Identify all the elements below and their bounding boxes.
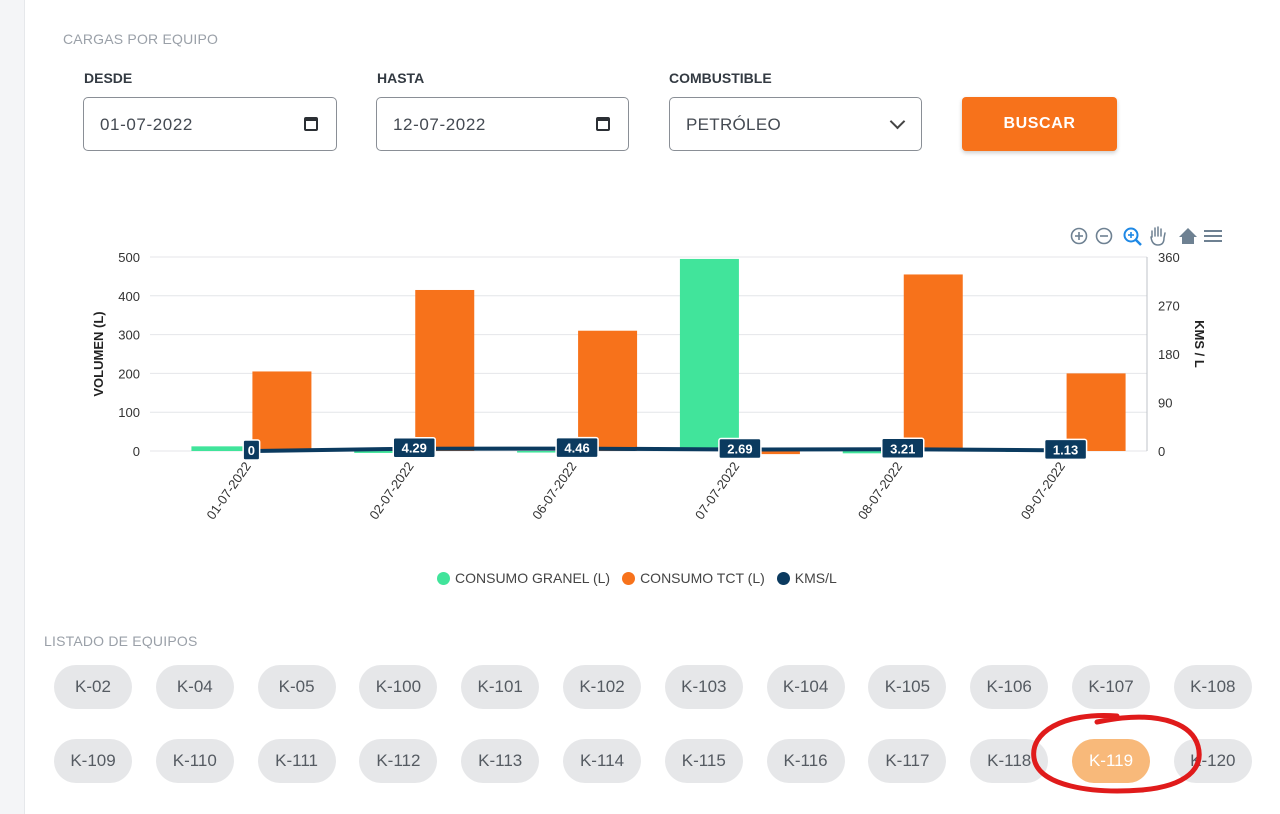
consumption-chart: 0 100 200 300 400 500 0 90 180 270 360 VOLUMEN (L) K… [91, 226, 1222, 522]
legend-item-tct[interactable]: CONSUMO TCT (L) [622, 570, 765, 586]
equipo-chip-k-115[interactable]: K-115 [664, 739, 743, 783]
x-tick-label: 06-07-2022 [529, 459, 579, 522]
zoom-in-icon[interactable] [1070, 227, 1088, 245]
equipo-chip-k-101[interactable]: K-101 [461, 665, 540, 709]
zoom-out-icon[interactable] [1095, 227, 1113, 245]
legend-item-granel[interactable]: CONSUMO GRANEL (L) [437, 570, 610, 586]
x-tick-label: 09-07-2022 [1018, 459, 1068, 522]
y2-tick-label: 360 [1158, 250, 1180, 265]
legend-item-kms[interactable]: KMS/L [776, 570, 837, 586]
data-label-box-kms [555, 436, 599, 459]
equipo-chip-k-108[interactable]: K-108 [1173, 665, 1252, 709]
equipo-chip-k-109[interactable]: K-109 [54, 739, 132, 783]
selection-zoom-icon[interactable] [1123, 227, 1142, 246]
combustible-select[interactable]: PETRÓLEO [669, 97, 922, 151]
legend-label-granel: CONSUMO GRANEL (L) [455, 570, 611, 586]
y2-axis-title: KMS / L [1192, 320, 1207, 368]
equipo-chip-k-119[interactable]: K-119 [1072, 739, 1150, 783]
equipo-chip-k-117[interactable]: K-117 [868, 739, 947, 783]
desde-date-input[interactable]: 01-07-2022 [83, 97, 337, 151]
y2-tick-label: 270 [1158, 299, 1180, 314]
data-label-kms: 0 [248, 443, 255, 458]
section-title-cargas: CARGAS POR EQUIPO [63, 31, 219, 47]
data-label-box-kms [1043, 438, 1088, 461]
data-label-box-kms [718, 437, 762, 460]
y-axis-title: VOLUMEN (L) [91, 311, 106, 396]
equipo-chip-k-116[interactable]: K-116 [766, 739, 845, 783]
equipo-chip-k-102[interactable]: K-102 [563, 665, 641, 709]
equipo-chip-k-112[interactable]: K-112 [359, 739, 438, 783]
equipo-chip-k-113[interactable]: K-113 [461, 739, 540, 783]
combustible-label: COMBUSTIBLE [669, 70, 772, 86]
y-tick-label: 400 [118, 289, 140, 304]
hasta-value: 12-07-2022 [393, 115, 486, 134]
bar-granel-4[interactable] [842, 451, 902, 454]
bar-granel-1[interactable] [354, 451, 414, 453]
data-label-kms: 4.29 [402, 441, 427, 456]
reset-home-icon[interactable] [1179, 228, 1197, 244]
data-label-kms: 1.13 [1053, 442, 1078, 457]
bar-granel-3[interactable] [679, 258, 739, 451]
y2-tick-label: 0 [1158, 444, 1165, 459]
data-label-box-kms [881, 437, 925, 460]
equipo-chip-k-114[interactable]: K-114 [563, 739, 641, 783]
menu-icon[interactable] [1204, 230, 1222, 242]
legend-dot-kms [776, 571, 790, 585]
equipo-chip-k-100[interactable]: K-100 [359, 665, 438, 709]
equipo-chip-k-104[interactable]: K-104 [766, 665, 845, 709]
bar-tct-3[interactable] [740, 451, 800, 455]
data-label-kms: 2.69 [727, 442, 752, 457]
equipo-chip-k-04[interactable]: K-04 [155, 665, 234, 709]
y-tick-label: 200 [118, 366, 140, 381]
red-circle-annotation [1031, 713, 1202, 794]
combustible-value: PETRÓLEO [686, 115, 781, 134]
equipo-chip-k-107[interactable]: K-107 [1072, 665, 1150, 709]
y-tick-label: 0 [133, 444, 140, 459]
bar-tct-1[interactable] [415, 289, 475, 451]
buscar-button[interactable]: BUSCAR [962, 97, 1117, 151]
x-tick-label: 08-07-2022 [855, 459, 905, 522]
desde-label: DESDE [84, 70, 133, 86]
chart-legend: CONSUMO GRANEL (L) CONSUMO TCT (L) KMS/L [437, 570, 837, 586]
calendar-icon[interactable] [596, 117, 610, 131]
equipo-chip-k-111[interactable]: K-111 [257, 739, 336, 783]
data-label-kms: 3.21 [890, 441, 915, 456]
pan-hand-icon[interactable] [1150, 226, 1166, 246]
y-tick-label: 300 [118, 328, 140, 343]
hasta-date-input[interactable]: 12-07-2022 [376, 97, 629, 151]
bar-granel-0[interactable] [191, 446, 251, 451]
bar-tct-5[interactable] [1066, 373, 1126, 451]
bar-tct-4[interactable] [903, 274, 963, 451]
data-label-box-kms [392, 436, 436, 459]
desde-value: 01-07-2022 [100, 115, 193, 134]
bar-tct-0[interactable] [252, 371, 312, 451]
y2-tick-label: 90 [1158, 396, 1172, 411]
calendar-icon[interactable] [304, 117, 318, 131]
data-label-kms: 4.46 [564, 441, 589, 456]
y-tick-label: 100 [118, 405, 140, 420]
section-title-equipos: LISTADO DE EQUIPOS [44, 633, 198, 649]
equipo-chip-k-110[interactable]: K-110 [155, 739, 234, 783]
left-panel-edge [0, 0, 25, 814]
y-tick-label: 500 [118, 250, 140, 265]
data-label-box-kms [242, 439, 261, 461]
equipo-chip-k-02[interactable]: K-02 [54, 665, 132, 709]
hasta-label: HASTA [377, 70, 425, 86]
equipo-chip-k-105[interactable]: K-105 [868, 665, 947, 709]
line-kms [251, 446, 1066, 453]
x-tick-label: 07-07-2022 [692, 459, 742, 522]
x-tick-label: 02-07-2022 [366, 459, 416, 522]
legend-dot-granel [437, 571, 450, 585]
y2-tick-label: 180 [1158, 347, 1180, 362]
legend-dot-tct [622, 571, 636, 585]
x-tick-label: 01-07-2022 [203, 459, 253, 522]
equipo-chip-k-106[interactable]: K-106 [970, 665, 1049, 709]
bar-granel-2[interactable] [517, 451, 577, 453]
chevron-down-icon [889, 113, 906, 130]
legend-label-kms: KMS/L [794, 570, 837, 586]
equipo-chip-k-103[interactable]: K-103 [664, 665, 743, 709]
bar-tct-2[interactable] [578, 330, 638, 451]
equipo-chip-k-05[interactable]: K-05 [257, 665, 336, 709]
legend-label-tct: CONSUMO TCT (L) [640, 570, 765, 586]
